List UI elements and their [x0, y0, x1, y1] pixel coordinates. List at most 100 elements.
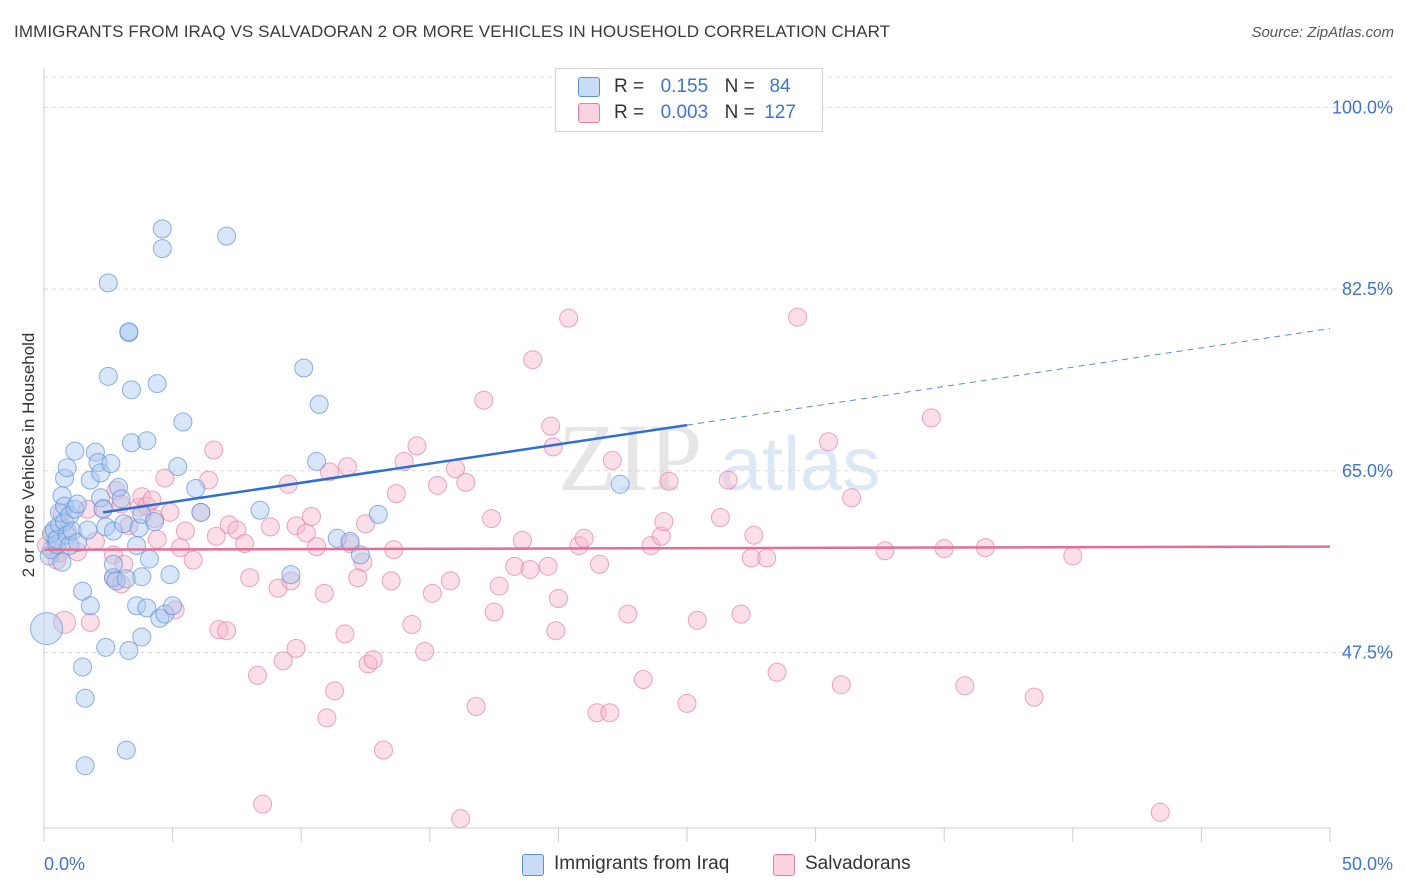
salvadoran-point — [600, 703, 620, 723]
salvadoran-point — [155, 468, 175, 488]
iraq-point — [160, 565, 180, 585]
iraq-trend-extension — [686, 328, 1331, 426]
salvadoran-point — [160, 502, 180, 522]
salvadoran-point — [319, 462, 339, 482]
legend-label-salvadorans: Salvadorans — [805, 853, 911, 874]
salvadoran-point — [253, 794, 273, 814]
iraq-point — [96, 637, 116, 657]
salvadoran-point — [240, 568, 260, 588]
salvadoran-point — [286, 516, 306, 536]
iraq-points — [30, 219, 630, 776]
salvadoran-point — [356, 514, 375, 534]
chart-title: IMMIGRANTS FROM IRAQ VS SALVADORAN 2 OR … — [14, 22, 891, 41]
salvadoran-point — [744, 525, 764, 545]
iraq-point — [80, 596, 100, 616]
iraq-point — [116, 569, 136, 589]
watermark-zip: ZIP — [558, 404, 702, 511]
iraq-point — [93, 499, 113, 519]
iraq-point — [350, 545, 370, 565]
salvadoran-point — [484, 602, 504, 622]
legend-r-label: R = — [614, 76, 645, 97]
salvadoran-point — [955, 676, 975, 696]
iraq-point — [98, 366, 118, 386]
salvadoran-point — [325, 681, 345, 701]
iraq-point — [67, 494, 87, 514]
y-tick-label: 82.5% — [1342, 279, 1393, 299]
iraq-point — [173, 412, 193, 432]
salvadoran-trend-line — [43, 545, 1331, 551]
salvadoran-point — [317, 708, 337, 728]
series-legend: Immigrants from Iraq Salvadorans — [0, 850, 1406, 880]
salvadoran-point — [818, 432, 838, 452]
iraq-point — [80, 470, 100, 490]
salvadoran-point — [574, 528, 594, 548]
watermark-layer: ZIP atlas — [558, 404, 880, 511]
iraq-point — [75, 756, 95, 776]
salvadoran-point — [718, 470, 738, 490]
iraq-point — [60, 505, 80, 525]
salvadoran-point — [921, 408, 941, 428]
salvadoran-point — [1150, 802, 1170, 822]
iraq-point — [49, 502, 69, 522]
iraq-point — [114, 514, 134, 534]
legend-n-label: N = — [724, 102, 755, 123]
iraq-point — [78, 520, 98, 540]
salvadoran-point — [842, 488, 862, 508]
salvadoran-point — [687, 610, 707, 630]
salvadoran-point — [147, 529, 167, 549]
salvadoran-point — [260, 517, 280, 537]
salvadoran-point — [757, 548, 777, 568]
iraq-point — [119, 640, 139, 660]
iraq-point — [186, 478, 206, 498]
salvadoran-point — [348, 568, 368, 588]
salvadoran-point — [381, 571, 401, 591]
salvadoran-point — [337, 457, 357, 477]
salvadoran-point — [175, 521, 195, 541]
salvadoran-point — [386, 484, 406, 504]
salvadoran-point — [363, 650, 383, 670]
y-tick-label: 65.0% — [1342, 461, 1393, 481]
iraq-trend-line — [102, 423, 688, 514]
iraq-point — [67, 532, 87, 552]
salvadoran-point — [206, 526, 226, 546]
iraq-point — [152, 219, 172, 239]
salvadoran-point — [1024, 687, 1044, 707]
x-tick-label: 50.0% — [1342, 854, 1393, 874]
iraq-point — [73, 657, 93, 677]
iraq-point — [147, 374, 167, 394]
salvadoran-point — [374, 740, 394, 760]
salvadoran-point — [590, 554, 610, 574]
salvadoran-point — [402, 614, 422, 634]
iraq-point — [168, 457, 188, 477]
salvadoran-point — [111, 574, 131, 594]
salvadoran-point — [53, 610, 77, 634]
iraq-point — [109, 477, 129, 497]
legend-swatch-salvadorans — [578, 103, 600, 123]
legend-n-label: N = — [724, 76, 755, 97]
iraq-point — [121, 380, 141, 400]
iraq-point — [191, 502, 211, 522]
iraq-point — [152, 239, 172, 259]
trend-layer — [43, 328, 1331, 551]
salvadoran-point — [422, 583, 442, 603]
iraq-point — [65, 499, 85, 519]
iraq-point — [307, 451, 327, 471]
iraq-point — [281, 565, 301, 585]
salvadoran-point — [415, 641, 435, 661]
iraq-point — [327, 528, 347, 548]
salvadoran-point — [281, 571, 301, 591]
salvadoran-point — [456, 472, 476, 492]
iraq-point — [103, 521, 123, 541]
salvadoran-point — [523, 350, 543, 370]
iraq-point — [98, 273, 118, 293]
iraq-point — [30, 612, 64, 646]
salvadoran-point — [875, 541, 895, 561]
iraq-point — [57, 458, 77, 478]
iraq-point — [52, 552, 72, 572]
salvadoran-point — [474, 390, 494, 410]
legend-label-iraq: Immigrants from Iraq — [554, 853, 730, 874]
iraq-point — [294, 358, 314, 378]
iraq-point — [368, 504, 388, 524]
legend-n-value: 84 — [769, 76, 791, 97]
